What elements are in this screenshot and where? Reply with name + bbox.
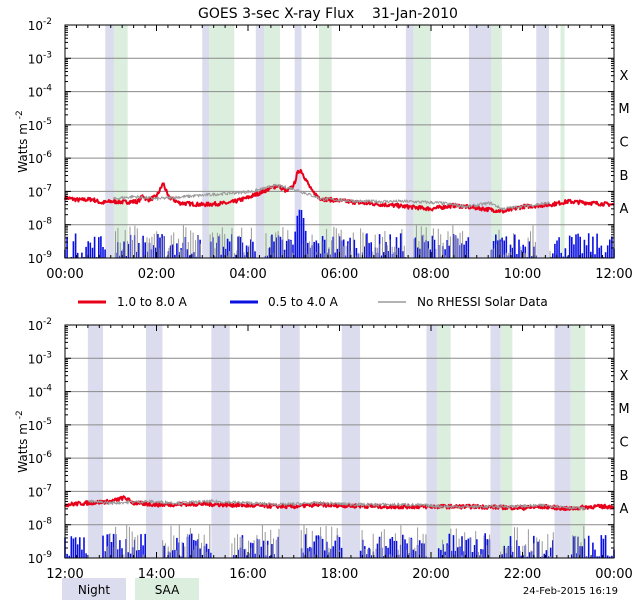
legend-label-short: 0.5 to 4.0 A (268, 295, 339, 309)
legend: 1.0 to 8.0 A 0.5 to 4.0 A No RHESSI Sola… (78, 295, 548, 309)
chart-title: GOES 3-sec X-ray Flux 31-Jan-2010 (198, 6, 458, 22)
top-night-band-6 (536, 25, 550, 258)
legend-label-nodata: No RHESSI Solar Data (417, 295, 548, 309)
bottom-y-tick-label-4: 10-5 (28, 417, 52, 433)
top-night-band-4 (405, 25, 414, 258)
shading-legend: Night SAA (62, 578, 199, 600)
top-y-tick-label-1: 10-8 (28, 217, 53, 233)
top-y-tick-label-4: 10-5 (28, 117, 52, 133)
top-x-tick-label-0: 00:00 (46, 267, 83, 282)
bottom-y-tick-label-7: 10-2 (28, 317, 52, 333)
top-panel: 00:00 02:00 04:00 06:00 08:00 10:00 12:00 10-9 1… (15, 17, 633, 282)
top-y-tick-label-2: 10-7 (28, 183, 52, 199)
top-night-band-3 (294, 25, 302, 258)
bottom-flare-class-X: X (620, 369, 629, 384)
top-y-tick-label-6: 10-3 (28, 50, 52, 66)
top-y-tick-label-3: 10-6 (28, 150, 53, 166)
bottom-night-band-5 (426, 325, 437, 558)
bottom-x-tick-label-6: 00:00 (595, 567, 632, 582)
saa-label: SAA (155, 583, 180, 597)
bottom-night-band-7 (554, 325, 571, 558)
top-night-band-5 (468, 25, 492, 258)
bottom-x-tick-label-5: 22:00 (504, 567, 541, 582)
generated-timestamp: 24-Feb-2015 16:19 (523, 586, 618, 597)
bottom-y-tick-label-2: 10-7 (28, 483, 52, 499)
bottom-y-tick-label-3: 10-6 (28, 450, 53, 466)
top-saa-band-0 (113, 25, 128, 258)
bottom-y-tick-label-1: 10-8 (28, 517, 53, 533)
bottom-flare-class-C: C (619, 436, 628, 451)
bottom-flare-class-B: B (620, 469, 629, 484)
top-x-tick-label-1: 02:00 (138, 267, 175, 282)
bottom-night-band-1 (145, 325, 163, 558)
top-x-tick-label-6: 12:00 (595, 267, 632, 282)
top-no-data-series (112, 183, 551, 211)
top-flare-class-B: B (620, 169, 629, 184)
top-x-tick-label-5: 10:00 (504, 267, 541, 282)
bottom-saa-band-0 (436, 325, 451, 558)
bottom-night-band-4 (341, 325, 361, 558)
night-label: Night (78, 583, 111, 597)
top-y-tick-label-0: 10-9 (28, 250, 53, 266)
bottom-y-tick-label-0: 10-9 (28, 550, 53, 566)
top-night-band-0 (105, 25, 114, 258)
bottom-no-data-series (88, 499, 587, 511)
bottom-y-axis-label: Watts m -2 (15, 410, 30, 472)
top-x-tick-label-3: 06:00 (321, 267, 358, 282)
bottom-saa-band-2 (570, 325, 586, 558)
top-plot-frame (64, 24, 615, 259)
top-x-tick-label-2: 04:00 (229, 267, 266, 282)
bottom-x-tick-label-3: 18:00 (321, 567, 358, 582)
top-saa-band-1 (209, 25, 235, 258)
bottom-night-band-2 (211, 325, 230, 558)
bottom-panel: 12:00 14:00 16:00 18:00 20:00 22:00 00:0010-91… (15, 317, 633, 582)
top-saa-band-3 (318, 25, 332, 258)
top-y-axis-label: Watts m -2 (15, 110, 30, 172)
top-saa-band-4 (413, 25, 431, 258)
top-saa-band-5 (491, 25, 502, 258)
bottom-y-tick-label-6: 10-3 (28, 350, 52, 366)
bottom-long-series (64, 495, 615, 512)
bottom-x-tick-label-4: 20:00 (412, 567, 449, 582)
saa-swatch (135, 578, 199, 600)
top-saa-band-6 (560, 25, 565, 258)
bottom-y-tick-label-5: 10-4 (28, 384, 53, 400)
night-swatch (62, 578, 126, 600)
top-saa-band-2 (264, 25, 281, 258)
top-x-tick-label-4: 08:00 (412, 267, 449, 282)
top-y-tick-label-7: 10-2 (28, 17, 52, 33)
top-flare-class-C: C (619, 136, 628, 151)
bottom-x-tick-label-2: 16:00 (229, 567, 266, 582)
top-flare-class-A: A (620, 202, 629, 217)
top-night-band-2 (255, 25, 265, 258)
top-flare-class-X: X (620, 69, 629, 84)
bottom-night-band-0 (87, 325, 103, 558)
bottom-night-band-6 (490, 325, 501, 558)
top-night-band-1 (202, 25, 210, 258)
bottom-flare-class-M: M (618, 402, 629, 417)
legend-label-long: 1.0 to 8.0 A (117, 295, 188, 309)
bottom-flare-class-A: A (620, 502, 629, 517)
bottom-saa-band-1 (500, 325, 513, 558)
bottom-night-band-3 (280, 325, 300, 558)
top-flare-class-M: M (618, 102, 629, 117)
top-y-tick-label-5: 10-4 (28, 84, 53, 100)
